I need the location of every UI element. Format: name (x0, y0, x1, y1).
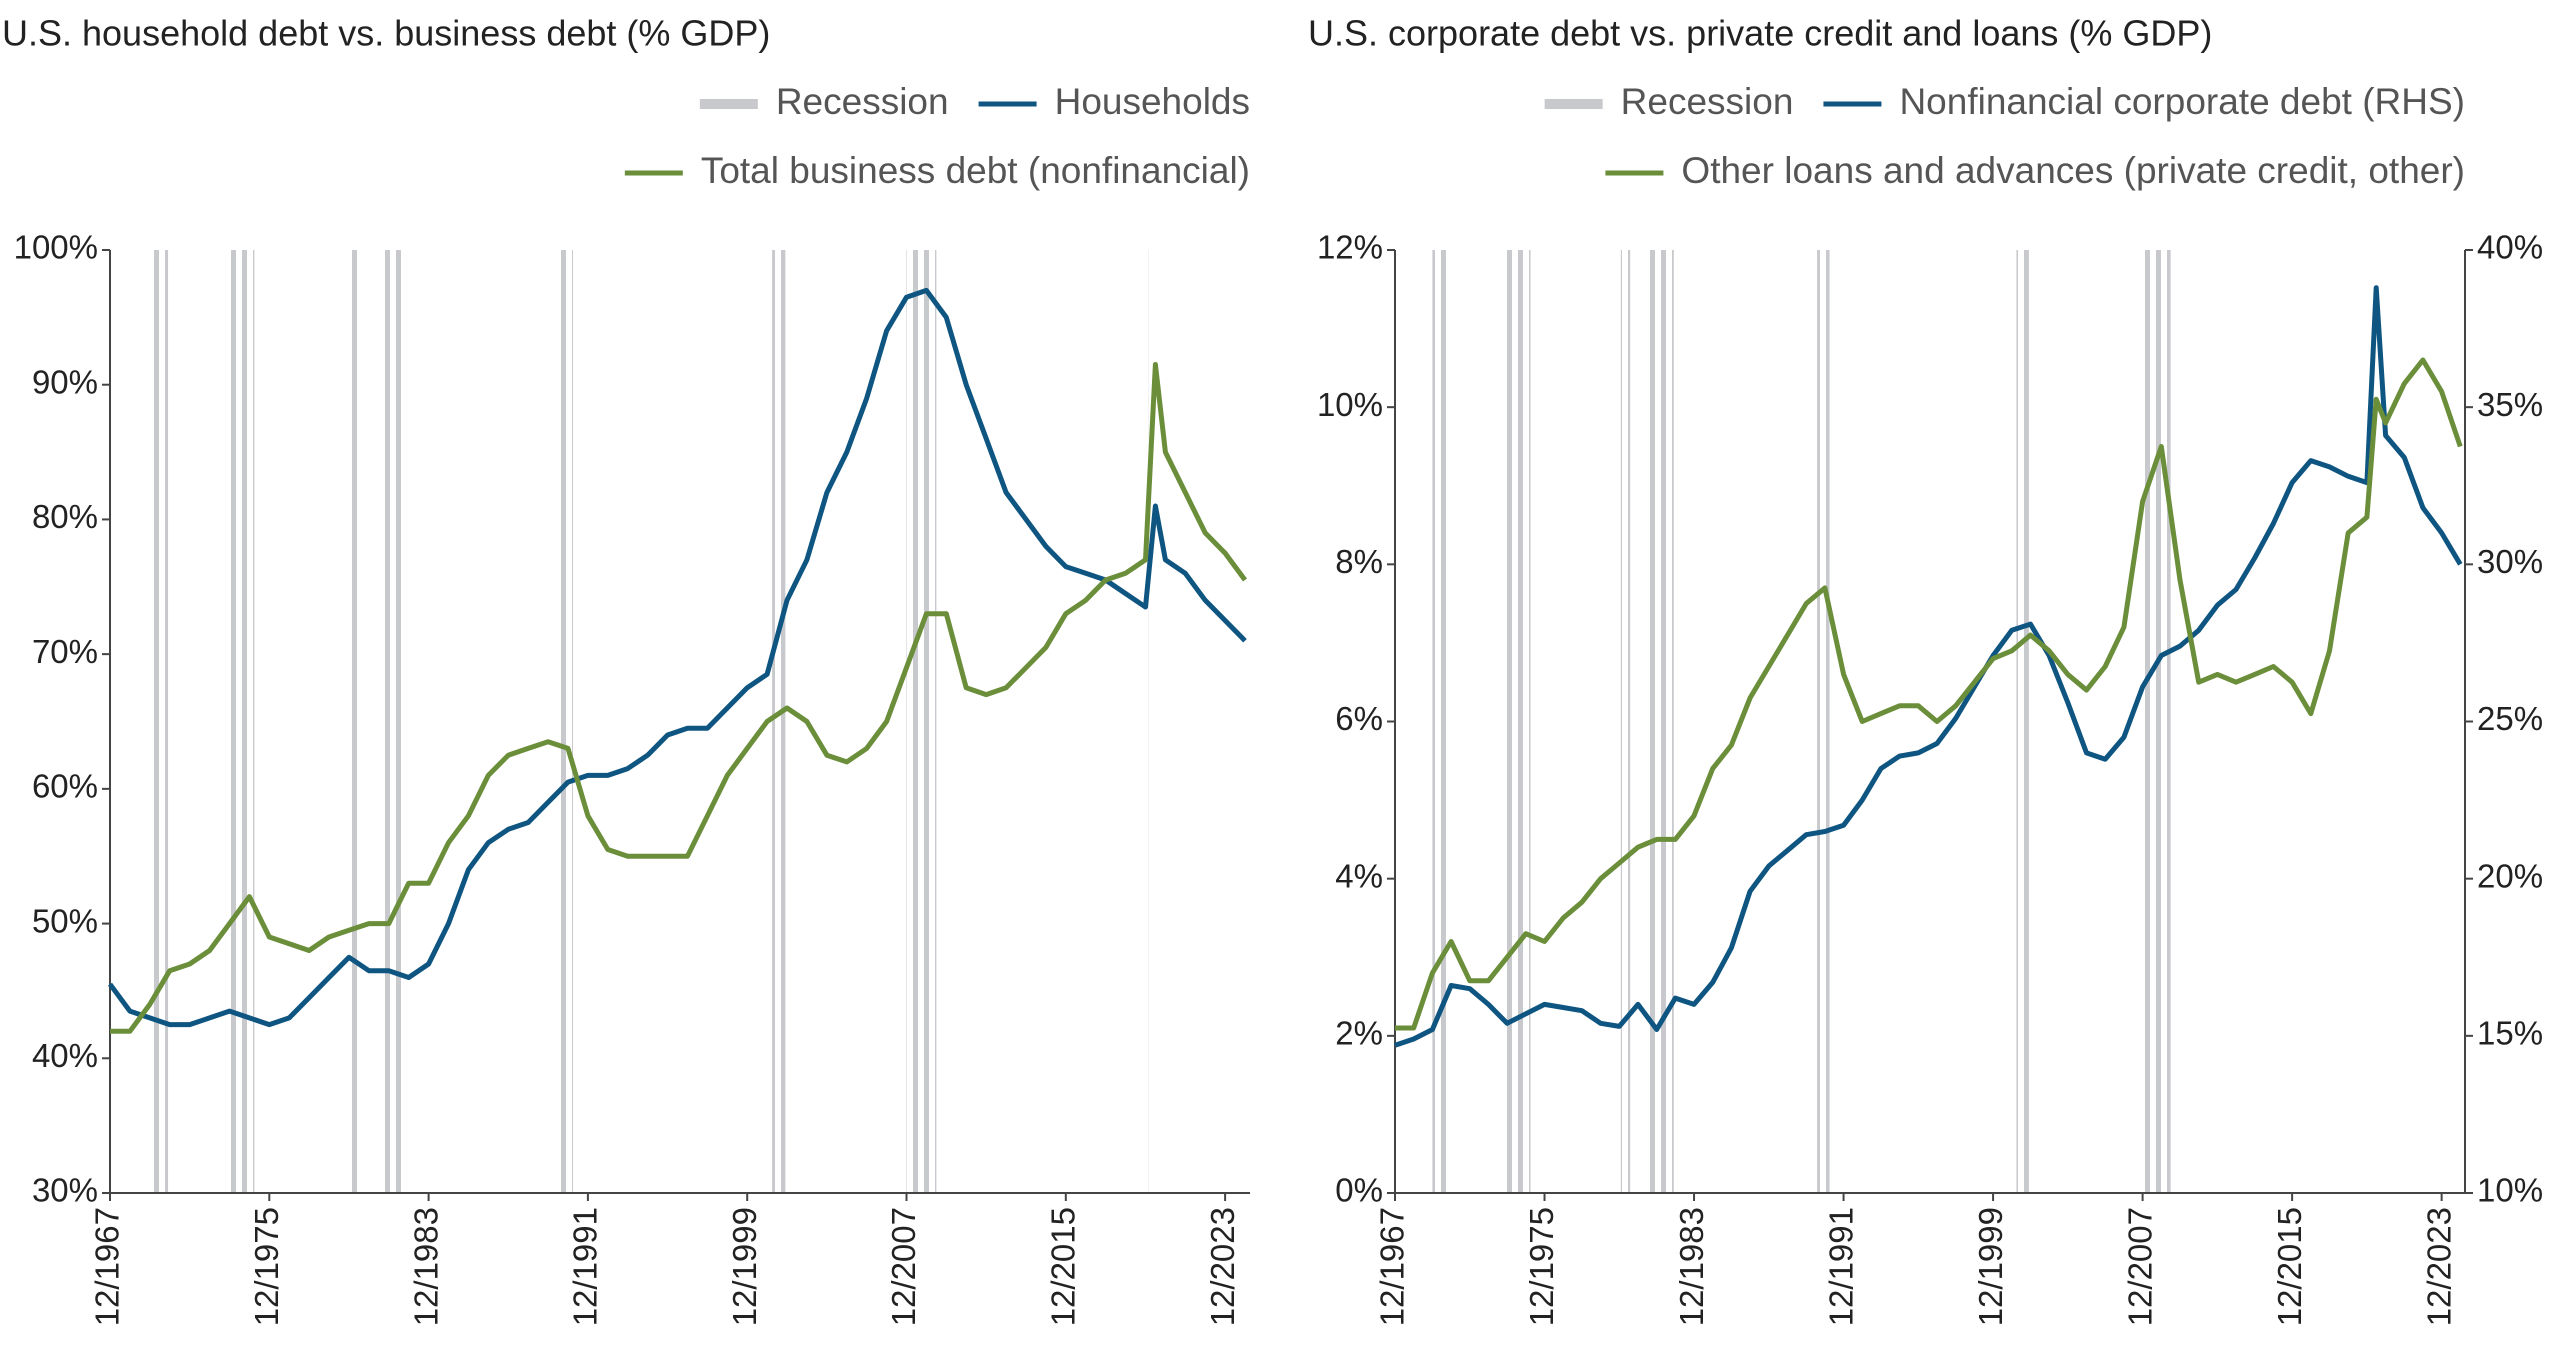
legend-label: Nonfinancial corporate debt (RHS) (1899, 81, 2465, 122)
y-tick-label: 50% (32, 902, 98, 939)
x-tick-label: 12/2015 (2271, 1207, 2308, 1326)
y-tick-label: 4% (1335, 857, 1383, 894)
y-tick-label: 40% (32, 1037, 98, 1074)
y2-tick-label: 40% (2477, 229, 2543, 266)
recession-band (350, 250, 361, 1193)
y-tick-label: 80% (32, 498, 98, 535)
y-tick-label: 6% (1335, 700, 1383, 737)
recession-band (772, 250, 786, 1193)
legend-label: Total business debt (nonfinancial) (701, 150, 1250, 191)
y2-tick-label: 15% (2477, 1015, 2543, 1052)
y2-tick-label: 25% (2477, 700, 2543, 737)
x-tick-label: 12/2007 (885, 1207, 922, 1326)
series-line (107, 287, 1247, 1028)
legend-label: Recession (1621, 81, 1794, 122)
y-tick-label: 100% (14, 229, 98, 266)
x-tick-label: 12/2015 (1045, 1207, 1082, 1326)
recession-band (1432, 250, 1450, 1193)
x-tick-label: 12/1967 (89, 1207, 126, 1326)
recession-band (2016, 250, 2029, 1193)
y-tick-label: 60% (32, 768, 98, 805)
x-tick-label: 12/1999 (726, 1207, 763, 1326)
recession-band (380, 250, 408, 1193)
x-tick-label: 12/1975 (1523, 1207, 1560, 1326)
y-tick-label: 30% (32, 1172, 98, 1209)
y-tick-label: 12% (1317, 229, 1383, 266)
recession-band (1620, 250, 1631, 1193)
x-tick-label: 12/1975 (248, 1207, 285, 1326)
recession-band (1648, 250, 1674, 1193)
x-tick-label: 12/2023 (2420, 1207, 2457, 1326)
recession-band (227, 250, 255, 1193)
x-tick-label: 12/1999 (1972, 1207, 2009, 1326)
legend-label: Households (1055, 81, 1250, 122)
legend-label: Other loans and advances (private credit… (1681, 150, 2465, 191)
recession-band (149, 250, 169, 1193)
y-tick-label: 90% (32, 363, 98, 400)
series-line (1395, 357, 2463, 1031)
recession-band (1817, 250, 1830, 1193)
y2-tick-label: 20% (2477, 857, 2543, 894)
series-line (1394, 285, 2463, 1048)
y-tick-label: 70% (32, 633, 98, 670)
x-tick-label: 12/1983 (1673, 1207, 1710, 1326)
x-tick-label: 12/1991 (567, 1207, 604, 1326)
x-tick-label: 12/2023 (1204, 1207, 1241, 1326)
recession-band (906, 250, 937, 1193)
x-tick-label: 12/2007 (2121, 1207, 2158, 1326)
y2-tick-label: 10% (2477, 1172, 2543, 1209)
recession-band (2369, 250, 2376, 1193)
y-tick-label: 2% (1335, 1015, 1383, 1052)
y-tick-label: 0% (1335, 1172, 1383, 1209)
recession-band (559, 250, 573, 1193)
recession-band (2142, 250, 2171, 1193)
chart-title: U.S. corporate debt vs. private credit a… (1308, 13, 2212, 54)
legend-label: Recession (776, 81, 949, 122)
y-tick-label: 8% (1335, 543, 1383, 580)
y2-tick-label: 30% (2477, 543, 2543, 580)
recession-band (1505, 250, 1531, 1193)
chart-title: U.S. household debt vs. business debt (%… (2, 13, 770, 54)
x-tick-label: 12/1967 (1374, 1207, 1411, 1326)
y-tick-label: 10% (1317, 386, 1383, 423)
series-line (110, 362, 1248, 1034)
x-tick-label: 12/1983 (407, 1207, 444, 1326)
x-tick-label: 12/1991 (1822, 1207, 1859, 1326)
recession-band (1148, 250, 1155, 1193)
y2-tick-label: 35% (2477, 386, 2543, 423)
